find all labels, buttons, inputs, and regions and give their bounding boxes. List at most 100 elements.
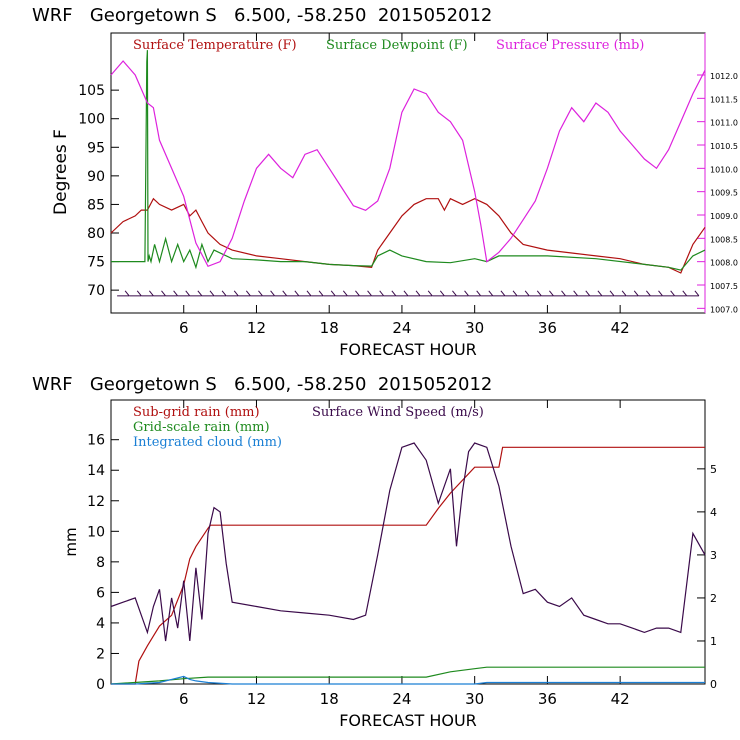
- bot-y2-tick-label: 5: [710, 463, 717, 476]
- wind-barb-flag: [524, 290, 530, 297]
- top-y2-tick-label: 1010.0: [710, 165, 738, 174]
- top-y2-tick-labels: 1007.0 1007.5 1008.0 1008.5 1009.0 1009.5 1010…: [710, 72, 738, 314]
- bottom-x-axis-label: FORECAST HOUR: [339, 711, 477, 730]
- series-line-subgrid: [111, 446, 705, 685]
- wind-barb-flag: [355, 290, 360, 297]
- top-x-tick-label: 42: [611, 319, 630, 337]
- wind-barb-row: [117, 290, 700, 297]
- wind-barb-flag: [682, 290, 688, 297]
- bot-y-tick-label: 16: [87, 433, 105, 449]
- top-y-tick-label: 100: [78, 112, 105, 128]
- wind-barb-flag: [173, 290, 179, 297]
- wind-barb-flag: [585, 290, 591, 297]
- wind-barb-flag: [148, 290, 154, 297]
- bot-x-tick-label: 24: [392, 690, 411, 708]
- top-x-tick-label: 30: [465, 319, 484, 337]
- wind-barb-flag: [512, 290, 518, 297]
- wind-barb-flag: [573, 290, 579, 297]
- legend-surface-wind-speed: Surface Wind Speed (m/s): [312, 405, 484, 420]
- bot-y-tick-label: 12: [87, 494, 105, 510]
- top-y2-tick-label: 1007.5: [710, 282, 738, 291]
- bot-y2-tick-label: 4: [710, 506, 717, 519]
- wind-barb-flag: [500, 290, 506, 297]
- wind-barb-flag: [282, 290, 288, 297]
- top-y-tick-label: 80: [87, 226, 105, 242]
- bot-y-tick-label: 0: [96, 677, 105, 693]
- bot-y2-tick-label: 2: [710, 592, 717, 605]
- bot-y-tick-label: 14: [87, 463, 105, 479]
- wind-barb-flag: [124, 290, 130, 297]
- top-x-tick-label: 12: [247, 319, 266, 337]
- series-line-dew: [111, 50, 706, 271]
- wind-barb-flag: [536, 290, 542, 297]
- bottom-y2-tick-labels: 0 1 2 3 4 5: [710, 463, 717, 691]
- bot-x-tick-label: 42: [611, 690, 630, 708]
- bot-y-tick-label: 10: [87, 524, 105, 540]
- wind-barb-flag: [245, 290, 251, 297]
- wind-barb-flag: [391, 290, 397, 297]
- bottom-x-tick-labels: 6 12 18 24 30 36 42: [179, 690, 630, 708]
- wind-barb-flag: [658, 290, 663, 297]
- top-x-tick-label: 24: [392, 319, 411, 337]
- wind-barb-flag: [633, 290, 639, 297]
- wind-barb-flag: [258, 290, 263, 297]
- bot-x-tick-label: 6: [179, 690, 189, 708]
- wind-barb-flag: [221, 290, 227, 297]
- series-line-pressure: [110, 60, 706, 268]
- wind-barb-flag: [621, 290, 627, 297]
- top-y-tick-label: 85: [87, 197, 105, 213]
- wind-barb-flag: [694, 290, 700, 297]
- wind-barb-flag: [161, 290, 166, 297]
- top-y-tick-label: 105: [78, 83, 105, 99]
- wind-barb-flag: [379, 290, 385, 297]
- wind-barb-flag: [549, 290, 554, 297]
- top-x-tick-label: 36: [538, 319, 557, 337]
- bot-y-tick-label: 8: [96, 555, 105, 571]
- wind-barb-flag: [452, 290, 457, 297]
- wind-barb-flag: [342, 290, 348, 297]
- top-panel: WRF Georgetown S 6.500, -58.250 20150520…: [32, 5, 738, 359]
- top-x-tick-label: 18: [320, 319, 339, 337]
- bot-y2-tick-label: 3: [710, 549, 717, 562]
- wind-barb-flag: [136, 290, 142, 297]
- top-y2-tick-label: 1009.5: [710, 189, 738, 198]
- wind-barb-flag: [330, 290, 336, 297]
- wind-barb-flag: [597, 290, 603, 297]
- top-y-tick-label: 95: [87, 140, 105, 156]
- top-x-tick-labels: 6 12 18 24 30 36 42: [179, 319, 630, 337]
- wind-barb-flag: [609, 290, 615, 297]
- wind-barb-flag: [294, 290, 300, 297]
- top-y2-tick-label: 1008.0: [710, 259, 738, 268]
- top-y2-tick-label: 1012.0: [710, 72, 738, 81]
- top-y2-tick-label: 1007.0: [710, 305, 738, 314]
- wind-barb-flag: [488, 290, 494, 297]
- wind-barb-flag: [645, 290, 651, 297]
- bot-y-tick-label: 6: [96, 585, 105, 601]
- top-y2-tick-label: 1011.0: [710, 119, 738, 128]
- top-y2-tick-label: 1009.0: [710, 212, 738, 221]
- wind-barb-flag: [464, 290, 469, 297]
- wind-barb-flag: [209, 290, 215, 297]
- top-y-tick-labels: 70 75 80 85 90 95 100 105: [78, 83, 105, 299]
- top-series-lines: [110, 50, 706, 274]
- bottom-panel: WRF Georgetown S 6.500, -58.250 20150520…: [32, 374, 717, 730]
- bot-y-tick-label: 2: [96, 646, 105, 662]
- top-y-axis-label: Degrees F: [51, 129, 71, 215]
- wind-barb-flag: [367, 290, 372, 297]
- legend-integrated-cloud: Integrated cloud (mm): [133, 435, 282, 450]
- bot-x-tick-label: 36: [538, 690, 557, 708]
- bottom-y-axis-label: mm: [62, 527, 80, 556]
- wind-barb-flag: [439, 290, 445, 297]
- bottom-tick-marks: [111, 400, 705, 685]
- legend-subgrid-rain: Sub-grid rain (mm): [133, 405, 260, 420]
- top-tick-marks: [111, 33, 705, 313]
- top-x-tick-label: 6: [179, 319, 189, 337]
- legend-surface-dewpoint: Surface Dewpoint (F): [326, 38, 468, 53]
- legend-surface-temperature: Surface Temperature (F): [133, 38, 297, 53]
- legend-gridscale-rain: Grid-scale rain (mm): [133, 420, 270, 435]
- bot-x-tick-label: 18: [320, 690, 339, 708]
- wind-barb-flag: [318, 290, 324, 297]
- series-line-temp: [110, 197, 706, 274]
- wind-barb-flag: [185, 290, 191, 297]
